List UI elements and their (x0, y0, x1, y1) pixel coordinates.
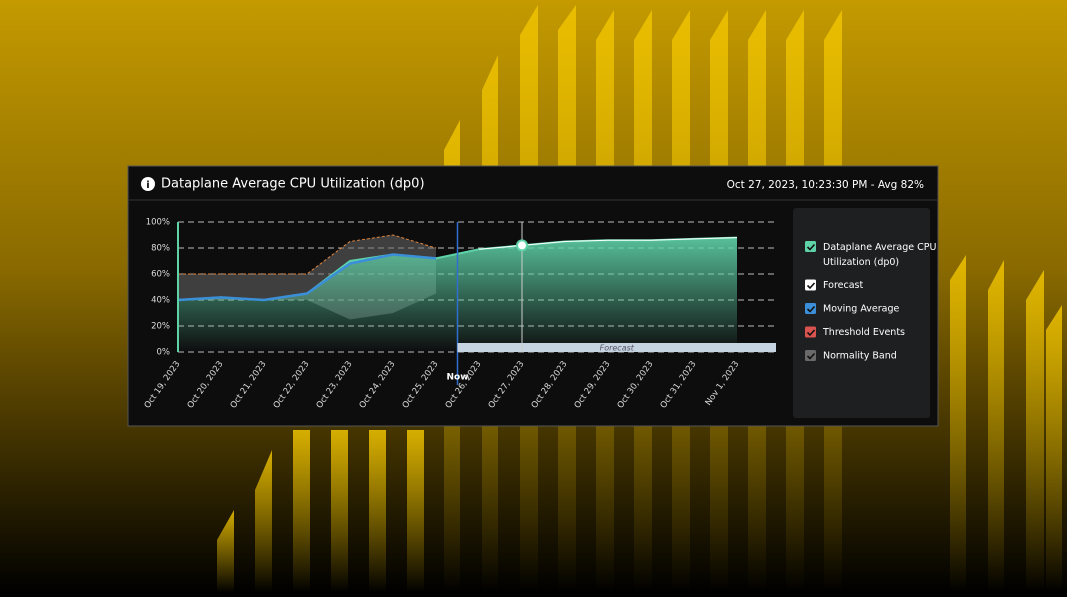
legend-label[interactable]: Forecast (823, 280, 863, 291)
legend-box (793, 208, 930, 418)
legend-check (806, 243, 816, 251)
y-tick-label: 20% (151, 322, 170, 332)
legend-label[interactable]: Normality Band (823, 351, 897, 362)
y-tick-label: 60% (151, 270, 170, 280)
legend-checkbox[interactable] (805, 241, 816, 252)
legend-label[interactable]: Moving Average (823, 304, 900, 315)
forecast-bar (457, 343, 776, 352)
widget-title: Dataplane Average CPU Utilization (dp0) (161, 177, 425, 192)
legend-checkbox[interactable] (805, 350, 816, 361)
legend-check (806, 305, 816, 313)
forecast-label: Forecast (600, 344, 635, 353)
band-upper-line (178, 234, 437, 275)
y-tick-label: 100% (146, 218, 170, 228)
legend-label[interactable]: Threshold Events (822, 327, 905, 338)
legend-checkbox[interactable] (805, 326, 816, 338)
info-icon[interactable] (141, 177, 155, 191)
legend-check (806, 352, 816, 360)
legend-checkbox[interactable] (805, 303, 816, 314)
legend-checkbox[interactable] (805, 279, 816, 291)
y-tick-label: 40% (151, 296, 170, 306)
legend-label-line: Utilization (dp0) (823, 257, 899, 268)
highlight-point[interactable] (516, 239, 528, 252)
legend-label[interactable]: Dataplane Average CPU Utilization (dp0) (823, 242, 936, 268)
moving-average-line (177, 253, 437, 302)
status-text: Oct 27, 2023, 10:23:30 PM - Avg 82% (727, 179, 924, 191)
legend-label-line: Dataplane Average CPU (823, 242, 936, 253)
y-tick-label: 0% (157, 348, 171, 358)
y-tick-label: 80% (151, 244, 170, 254)
decor-bars (217, 5, 1062, 593)
legend-check (806, 282, 816, 290)
info-glyph: i (146, 180, 149, 191)
legend-check (806, 329, 816, 337)
now-label: Now (446, 373, 468, 383)
